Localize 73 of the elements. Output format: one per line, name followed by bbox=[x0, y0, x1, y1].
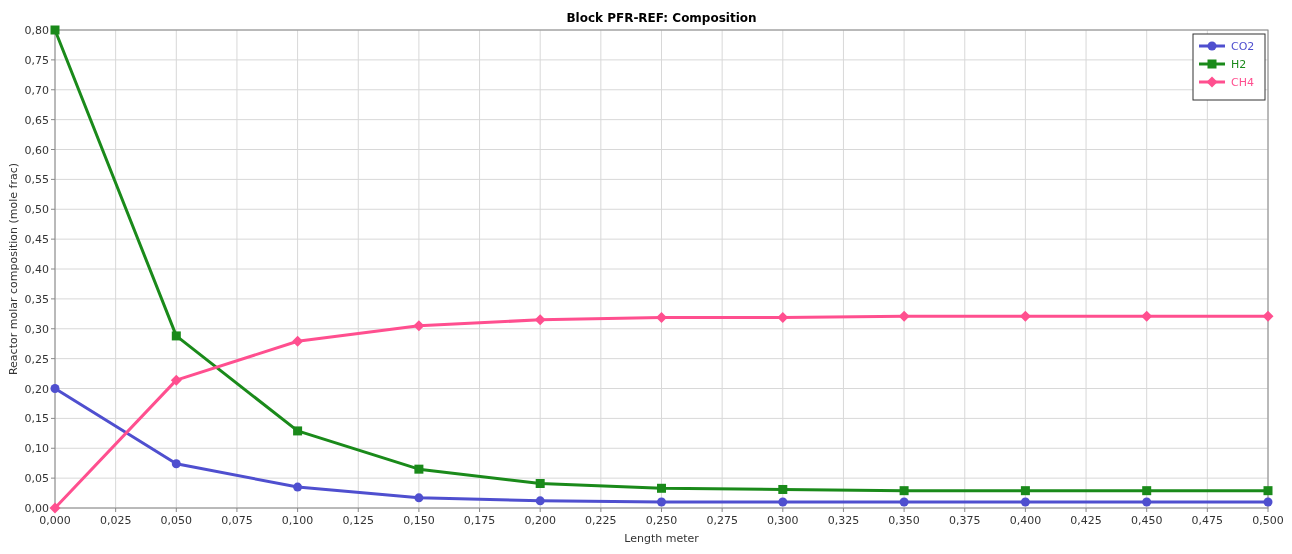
x-tick-label: 0,500 bbox=[1252, 514, 1284, 527]
point bbox=[534, 314, 546, 326]
legend-label: CH4 bbox=[1231, 76, 1254, 89]
y-tick-label: 0,80 bbox=[24, 24, 49, 37]
point bbox=[414, 493, 424, 503]
x-tick-label: 0,400 bbox=[1009, 514, 1042, 527]
x-tick-label: 0,000 bbox=[39, 514, 71, 527]
y-tick-label: 0,35 bbox=[24, 292, 49, 306]
y-tick-label: 0,60 bbox=[24, 143, 49, 157]
x-tick-label: 0,225 bbox=[585, 514, 617, 527]
y-tick-label: 0,05 bbox=[24, 472, 49, 486]
legend-label: H2 bbox=[1231, 58, 1247, 71]
x-tick-label: 0,125 bbox=[342, 514, 374, 527]
x-tick-label: 0,175 bbox=[463, 514, 496, 527]
y-tick-label: 0,30 bbox=[24, 322, 49, 336]
x-tick-label: 0,025 bbox=[99, 514, 132, 527]
point bbox=[1020, 497, 1030, 507]
y-tick-label: 0,20 bbox=[24, 382, 49, 396]
point bbox=[535, 496, 545, 506]
legend-label: CO2 bbox=[1231, 40, 1255, 53]
point bbox=[414, 464, 424, 474]
y-tick-label: 0,10 bbox=[24, 442, 49, 456]
y-tick-label: 0,50 bbox=[24, 203, 49, 217]
x-tick-label: 0,150 bbox=[403, 514, 435, 527]
point bbox=[171, 331, 181, 341]
point bbox=[1262, 310, 1274, 322]
y-tick-label: 0,70 bbox=[24, 83, 49, 97]
point bbox=[1142, 497, 1152, 507]
y-tick-label: 0,15 bbox=[24, 412, 49, 426]
point bbox=[656, 311, 667, 323]
point bbox=[293, 426, 303, 436]
y-axis-title: Reactor molar composition (mole frac) bbox=[7, 162, 20, 376]
point bbox=[898, 310, 910, 322]
y-tick-label: 0,65 bbox=[24, 113, 49, 127]
x-tick-label: 0,350 bbox=[888, 514, 920, 527]
x-tick-label: 0,450 bbox=[1130, 514, 1163, 527]
point bbox=[50, 384, 60, 393]
point bbox=[1263, 497, 1273, 507]
x-tick-label: 0,425 bbox=[1070, 514, 1102, 527]
point bbox=[899, 497, 909, 507]
y-tick-label: 0,75 bbox=[24, 53, 49, 67]
point bbox=[1142, 486, 1152, 496]
x-tick-label: 0,375 bbox=[949, 514, 981, 527]
point bbox=[657, 497, 666, 507]
point bbox=[171, 459, 181, 469]
x-tick-label: 0,200 bbox=[524, 514, 556, 527]
point bbox=[293, 482, 303, 492]
point bbox=[49, 502, 61, 514]
x-axis-title: Length meter bbox=[624, 532, 700, 545]
x-tick-label: 0,325 bbox=[827, 514, 860, 527]
point bbox=[170, 374, 182, 386]
x-tick-label: 0,275 bbox=[706, 514, 738, 527]
y-tick-label: 0,45 bbox=[24, 233, 49, 247]
x-tick-label: 0,100 bbox=[281, 514, 314, 527]
point bbox=[657, 483, 666, 493]
y-tick-label: 0,25 bbox=[24, 352, 49, 366]
point bbox=[50, 25, 60, 35]
point bbox=[778, 497, 788, 507]
point bbox=[899, 486, 909, 496]
chart-title: Block PFR-REF: Composition bbox=[566, 11, 757, 25]
y-tick-label: 0,55 bbox=[24, 173, 49, 187]
point bbox=[292, 335, 304, 347]
y-tick-label: 0,40 bbox=[24, 263, 49, 276]
point bbox=[1263, 486, 1273, 496]
point bbox=[535, 479, 545, 488]
x-tick-label: 0,250 bbox=[645, 514, 678, 527]
x-tick-label: 0,300 bbox=[767, 514, 799, 527]
y-tick-label: 0,00 bbox=[24, 502, 49, 515]
x-tick-label: 0,475 bbox=[1191, 514, 1224, 527]
point bbox=[1020, 486, 1030, 496]
x-tick-label: 0,050 bbox=[160, 514, 193, 527]
point bbox=[778, 484, 788, 494]
x-tick-label: 0,075 bbox=[221, 514, 253, 527]
